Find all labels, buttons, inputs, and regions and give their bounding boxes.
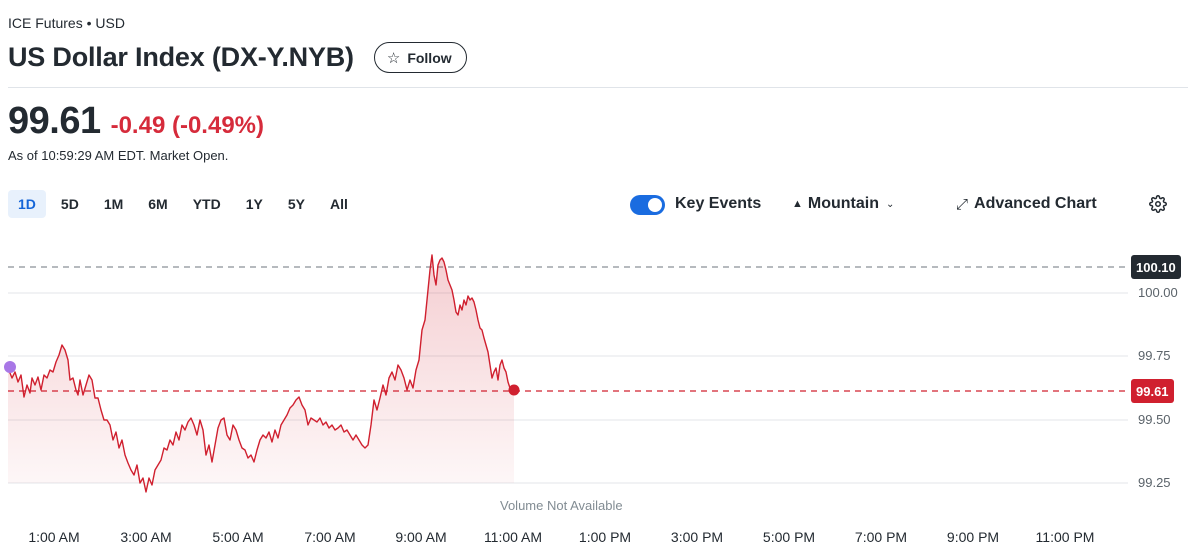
- tab-6m[interactable]: 6M: [148, 196, 168, 212]
- chart-type-label: Mountain: [807, 195, 879, 212]
- x-tick: 7:00 AM: [304, 529, 356, 545]
- tab-5y[interactable]: 5Y: [287, 196, 305, 212]
- tab-1y[interactable]: 1Y: [245, 196, 263, 212]
- volume-note: Volume Not Available: [500, 498, 623, 513]
- current-price: 99.61: [8, 100, 101, 142]
- x-tick: 3:00 AM: [120, 529, 172, 545]
- exchange-label: ICE Futures • USD: [8, 15, 125, 31]
- x-tick: 9:00 AM: [395, 529, 447, 545]
- x-tick: 1:00 PM: [578, 529, 632, 545]
- as-of-timestamp: As of 10:59:29 AM EDT. Market Open.: [8, 148, 229, 163]
- star-outline-icon: ☆: [386, 49, 401, 67]
- x-tick: 9:00 PM: [946, 529, 1000, 545]
- toggle-knob: [648, 198, 662, 212]
- y-tick-99-75: 99.75: [1138, 348, 1171, 363]
- header-divider: [8, 87, 1188, 88]
- x-tick: 5:00 AM: [212, 529, 264, 545]
- tab-all[interactable]: All: [329, 196, 348, 212]
- expand-icon: ⤢: [956, 195, 969, 213]
- x-tick: 7:00 PM: [854, 529, 908, 545]
- tab-5d[interactable]: 5D: [60, 196, 79, 212]
- range-tabs: 1D 5D 1M 6M YTD 1Y 5Y All: [8, 190, 363, 218]
- x-axis: 1:00 AM 3:00 AM 5:00 AM 7:00 AM 9:00 AM …: [0, 529, 1200, 547]
- previous-close-tag: 100.10: [1131, 255, 1181, 279]
- advanced-chart-label: Advanced Chart: [974, 195, 1097, 212]
- tab-ytd[interactable]: YTD: [192, 196, 221, 212]
- current-point-marker: [508, 384, 520, 396]
- tab-1m[interactable]: 1M: [103, 196, 124, 212]
- key-event-marker[interactable]: [4, 361, 16, 373]
- mountain-icon: ▲: [792, 198, 803, 210]
- quote-row: 99.61 -0.49 (-0.49%): [8, 100, 264, 143]
- page-title: US Dollar Index (DX-Y.NYB): [8, 42, 354, 72]
- follow-label: Follow: [407, 49, 452, 66]
- follow-button[interactable]: ☆ Follow: [373, 42, 467, 73]
- gear-icon[interactable]: [1149, 195, 1167, 217]
- x-tick: 11:00 PM: [1035, 529, 1095, 545]
- x-tick: 3:00 PM: [670, 529, 724, 545]
- price-line: [7, 254, 515, 493]
- y-tick-100-00: 100.00: [1138, 285, 1178, 300]
- chevron-down-icon: ⌄: [885, 198, 895, 210]
- chart-type-dropdown[interactable]: ▲ Mountain ⌄: [792, 195, 894, 213]
- y-tick-99-50: 99.50: [1138, 412, 1171, 427]
- tab-1d[interactable]: 1D: [8, 190, 46, 218]
- price-chart[interactable]: [0, 240, 1200, 500]
- price-change: -0.49 (-0.49%): [110, 112, 264, 139]
- key-events-label: Key Events: [675, 195, 762, 212]
- x-tick: 5:00 PM: [762, 529, 816, 545]
- current-price-tag: 99.61: [1131, 379, 1174, 403]
- price-area: [8, 255, 514, 492]
- title-row: US Dollar Index (DX-Y.NYB) ☆ Follow: [8, 42, 467, 73]
- x-tick: 11:00 AM: [483, 529, 543, 545]
- key-events-toggle[interactable]: [630, 195, 665, 215]
- y-tick-99-25: 99.25: [1138, 475, 1171, 490]
- advanced-chart-button[interactable]: ⤢ Advanced Chart: [956, 195, 1097, 213]
- x-tick: 1:00 AM: [28, 529, 80, 545]
